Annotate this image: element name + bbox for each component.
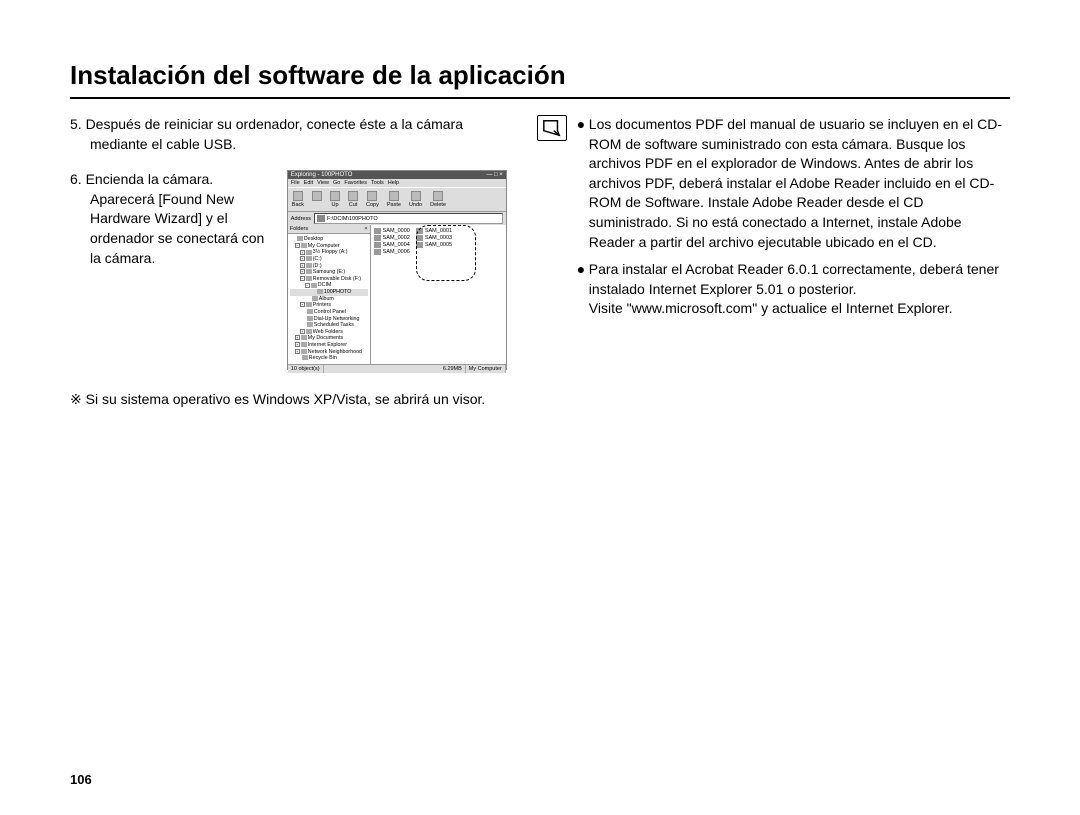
- status-size: 6.29MB: [324, 365, 466, 373]
- tree-node: +3½ Floppy (A:): [290, 249, 368, 256]
- tree-node: +Web Folders: [290, 329, 368, 336]
- tree-node: +My Documents: [290, 335, 368, 342]
- file-item: SAM_0005: [416, 242, 452, 248]
- address-label: Address: [291, 216, 311, 222]
- page-number: 106: [70, 772, 92, 787]
- file-item: SAM_0003: [416, 235, 452, 241]
- explorer-menubar: File Edit View Go Favorites Tools Help: [288, 179, 506, 187]
- tree-node: +Printers: [290, 302, 368, 309]
- tree-node: Desktop: [290, 236, 368, 243]
- file-item: SAM_0002: [374, 235, 410, 241]
- folder-tree: Desktop−My Computer+3½ Floppy (A:)+(C:)+…: [288, 234, 370, 364]
- explorer-toolbar: Back Up Cut Copy Paste Undo Delete: [288, 187, 506, 212]
- file-item: SAM_0004: [374, 242, 410, 248]
- status-objects: 10 object(s): [288, 365, 324, 373]
- page-title: Instalación del software de la aplicació…: [70, 60, 1010, 99]
- tree-node: Recycle Bin: [290, 355, 368, 362]
- file-list: SAM_0000SAM_0002SAM_0004SAM_0006 SAM_000…: [371, 225, 506, 364]
- file-item: SAM_0006: [374, 249, 410, 255]
- file-item: SAM_0000: [374, 228, 410, 234]
- tree-node: 100PHOTO: [290, 289, 368, 296]
- tree-node: +(D:): [290, 263, 368, 270]
- tree-node: +Samsung (E:): [290, 269, 368, 276]
- os-note: ※ Si su sistema operativo es Windows XP/…: [70, 390, 507, 410]
- file-item: SAM_0001: [416, 228, 452, 234]
- tree-node: −DCIM: [290, 282, 368, 289]
- tree-node: +Internet Explorer: [290, 342, 368, 349]
- step-6-line1: 6. Encienda la cámara.: [70, 170, 273, 190]
- note-bullet-1: Los documentos PDF del manual de usuario…: [589, 115, 1010, 252]
- window-buttons: — □ ×: [486, 172, 502, 178]
- address-value: F:\DCIM\100PHOTO: [327, 216, 378, 222]
- explorer-title: Exploring - 100PHOTO: [291, 172, 353, 178]
- tree-node: −Removable Disk (F:): [290, 276, 368, 283]
- step-5: 5. Después de reiniciar su ordenador, co…: [70, 115, 507, 154]
- right-column: ● Los documentos PDF del manual de usuar…: [537, 115, 1010, 426]
- note-bullet-2-extra: Visite "www.microsoft.com" y actualice e…: [589, 300, 953, 316]
- tree-node: +(C:): [290, 256, 368, 263]
- step-6-line2: Aparecerá [Found New Hardware Wizard] y …: [70, 190, 273, 268]
- tree-node: Album: [290, 296, 368, 303]
- note-icon: [537, 115, 567, 141]
- tree-node: Dial-Up Networking: [290, 316, 368, 323]
- note-bullet-2: Para instalar el Acrobat Reader 6.0.1 co…: [589, 261, 999, 297]
- tree-node: +Network Neighborhood: [290, 349, 368, 356]
- explorer-screenshot: Exploring - 100PHOTO — □ × File Edit Vie…: [287, 170, 507, 370]
- tree-node: Scheduled Tasks: [290, 322, 368, 329]
- left-column: 5. Después de reiniciar su ordenador, co…: [70, 115, 507, 426]
- status-location: My Computer: [466, 365, 506, 373]
- tree-node: Control Panel: [290, 309, 368, 316]
